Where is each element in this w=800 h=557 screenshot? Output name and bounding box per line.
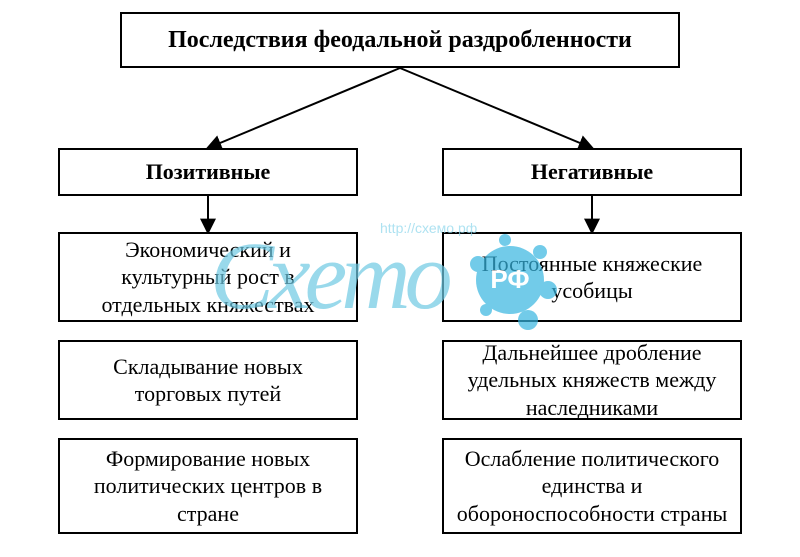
left-branch-header: Позитивные: [58, 148, 358, 196]
left-item-1: Экономический и культурный рост в отдель…: [58, 232, 358, 322]
root-node: Последствия феодальной раздробленности: [120, 12, 680, 68]
right-item-3: Ослабление политического единства и обор…: [442, 438, 742, 534]
left-item-2: Складывание новых торговых путей: [58, 340, 358, 420]
right-branch-header: Негативные: [442, 148, 742, 196]
right-item-2: Дальнейшее дробление удельных княжеств м…: [442, 340, 742, 420]
left-item-3: Формирование новых политических центров …: [58, 438, 358, 534]
right-item-1: Постоянные княжеские усобицы: [442, 232, 742, 322]
edge-root-left: [208, 68, 400, 148]
edge-root-right: [400, 68, 592, 148]
